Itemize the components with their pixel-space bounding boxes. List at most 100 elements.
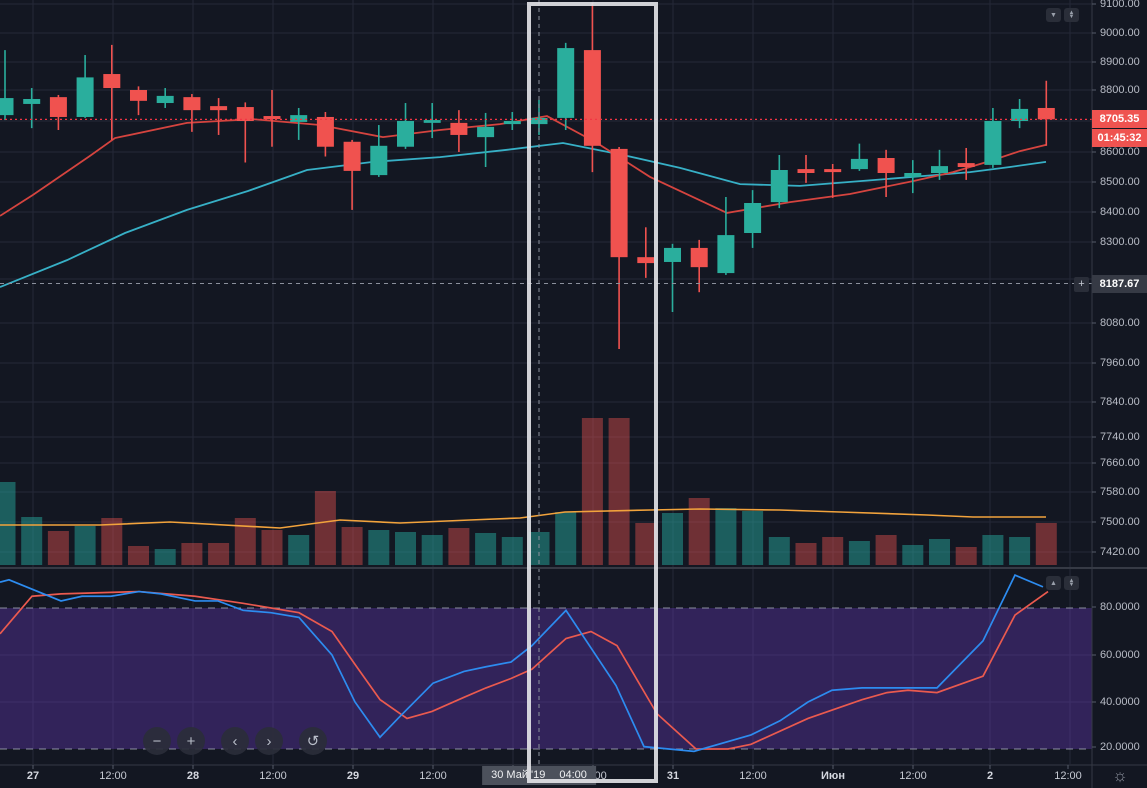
price-tick-label: 8500.00 <box>1100 176 1140 188</box>
indicator-tick-label: 80.0000 <box>1100 601 1140 613</box>
candle-body <box>0 98 14 116</box>
volume-bar <box>902 545 924 565</box>
candle-body <box>984 121 1002 165</box>
volume-bar <box>448 528 470 565</box>
candle-body <box>156 95 174 104</box>
candle-body <box>290 115 308 122</box>
candle-body <box>583 50 601 146</box>
caret-up-icon: ▲ <box>1050 579 1057 587</box>
unfold-icon: ▲ ▼ <box>1068 578 1075 588</box>
maximize-pane-icon[interactable]: ▲ ▼ <box>1064 8 1079 22</box>
candle-body <box>824 169 842 173</box>
candle-body <box>316 116 334 147</box>
volume-bar <box>101 518 123 565</box>
price-tick-label: 9000.00 <box>1100 27 1140 39</box>
add-order-plus-icon[interactable]: + <box>1074 276 1089 292</box>
volume-bar <box>261 530 283 565</box>
candle-body <box>904 173 922 177</box>
candle-body <box>76 77 94 117</box>
crosshair-date-text: 30 Май '19 <box>491 769 546 781</box>
volume-bar <box>314 491 336 565</box>
price-tick-label: 8600.00 <box>1100 146 1140 158</box>
candle-body <box>503 121 521 125</box>
volume-bar <box>955 547 977 565</box>
chart-nav-toolbar: − + ‹ › ↺ <box>143 727 327 755</box>
time-tick-label: 28 <box>186 770 200 782</box>
stoch-k-line <box>0 574 1044 753</box>
last-price-badge: 8705.35 <box>1092 110 1147 129</box>
scroll-right-button[interactable]: › <box>255 727 283 755</box>
price-tick-label: 7840.00 <box>1100 396 1140 408</box>
indicator-pane-buttons: ▲ ▲ ▼ <box>1046 576 1079 590</box>
candle-body <box>717 235 735 274</box>
volume-bar <box>875 535 897 565</box>
price-tick-label: 7580.00 <box>1100 486 1140 498</box>
candle-body <box>931 166 948 173</box>
price-tick-label: 8800.00 <box>1100 84 1140 96</box>
volume-bar <box>501 537 523 565</box>
volume-bar <box>234 518 256 565</box>
volume-bar <box>181 543 203 565</box>
price-tick-label: 8300.00 <box>1100 236 1140 248</box>
volume-bar <box>742 511 764 565</box>
main-pane-buttons: ▼ ▲ ▼ <box>1046 8 1079 22</box>
time-tick-label: 12:00 <box>899 770 927 782</box>
volume-bar <box>368 530 390 565</box>
volume-bar <box>475 533 497 565</box>
candle-body <box>183 97 201 111</box>
volume-bar <box>395 532 416 565</box>
reset-chart-button[interactable]: ↺ <box>299 727 327 755</box>
volume-bar <box>848 541 870 565</box>
price-tick-label: 7500.00 <box>1100 516 1140 528</box>
indicator-tick-label: 40.0000 <box>1100 696 1140 708</box>
time-tick-label: 12:00 <box>739 770 767 782</box>
candle-body <box>103 74 121 89</box>
candle-body <box>49 97 67 117</box>
time-tick-label: 29 <box>346 770 360 782</box>
candle-body <box>450 122 468 135</box>
volume-bar <box>528 532 550 565</box>
price-tick-label: 7420.00 <box>1100 546 1140 558</box>
candle-body <box>477 126 495 138</box>
price-tick-label: 8900.00 <box>1100 56 1140 68</box>
candle-body <box>637 257 655 264</box>
maximize-indicator-pane-icon[interactable]: ▲ ▼ <box>1064 576 1079 590</box>
zoom-in-button[interactable]: + <box>177 727 205 755</box>
price-tick-label: 7660.00 <box>1100 457 1140 469</box>
volume-bar <box>608 418 630 565</box>
volume-bar <box>154 549 176 565</box>
crosshair-price-badge: 8187.67 <box>1092 274 1147 293</box>
volume-bar <box>662 513 683 565</box>
candle-body <box>423 120 441 123</box>
crosshair-time-text: 04:00 <box>559 769 587 781</box>
indicator-tick-label: 60.0000 <box>1100 649 1140 661</box>
volume-bar <box>929 539 950 565</box>
time-tick-label: 12:00 <box>1054 770 1082 782</box>
time-tick-label: 2 <box>986 770 994 782</box>
candle-body <box>850 158 868 170</box>
sun-icon[interactable]: ☼ <box>1112 766 1128 785</box>
volume-ma-line <box>0 508 1046 529</box>
volume-bar <box>128 546 149 565</box>
zoom-out-button[interactable]: − <box>143 727 171 755</box>
volume-bar <box>688 498 710 565</box>
candle-body <box>690 247 708 268</box>
candle-body <box>130 90 147 101</box>
candle-body <box>370 145 388 176</box>
candle-body <box>236 107 254 121</box>
time-tick-label: 12:00 <box>259 770 287 782</box>
candle-body <box>610 148 628 258</box>
candle-body <box>1011 108 1029 121</box>
volume-bar <box>822 537 844 565</box>
candle-body <box>397 121 414 147</box>
time-tick-label: 31 <box>666 770 680 782</box>
collapse-pane-icon[interactable]: ▼ <box>1046 8 1061 22</box>
scroll-left-button[interactable]: ‹ <box>221 727 249 755</box>
candle-body <box>664 247 681 262</box>
time-tick-label: 12:00 <box>419 770 447 782</box>
expand-pane-icon[interactable]: ▲ <box>1046 576 1061 590</box>
time-tick-label: 12:00 <box>99 770 127 782</box>
candle-body <box>1037 107 1055 120</box>
